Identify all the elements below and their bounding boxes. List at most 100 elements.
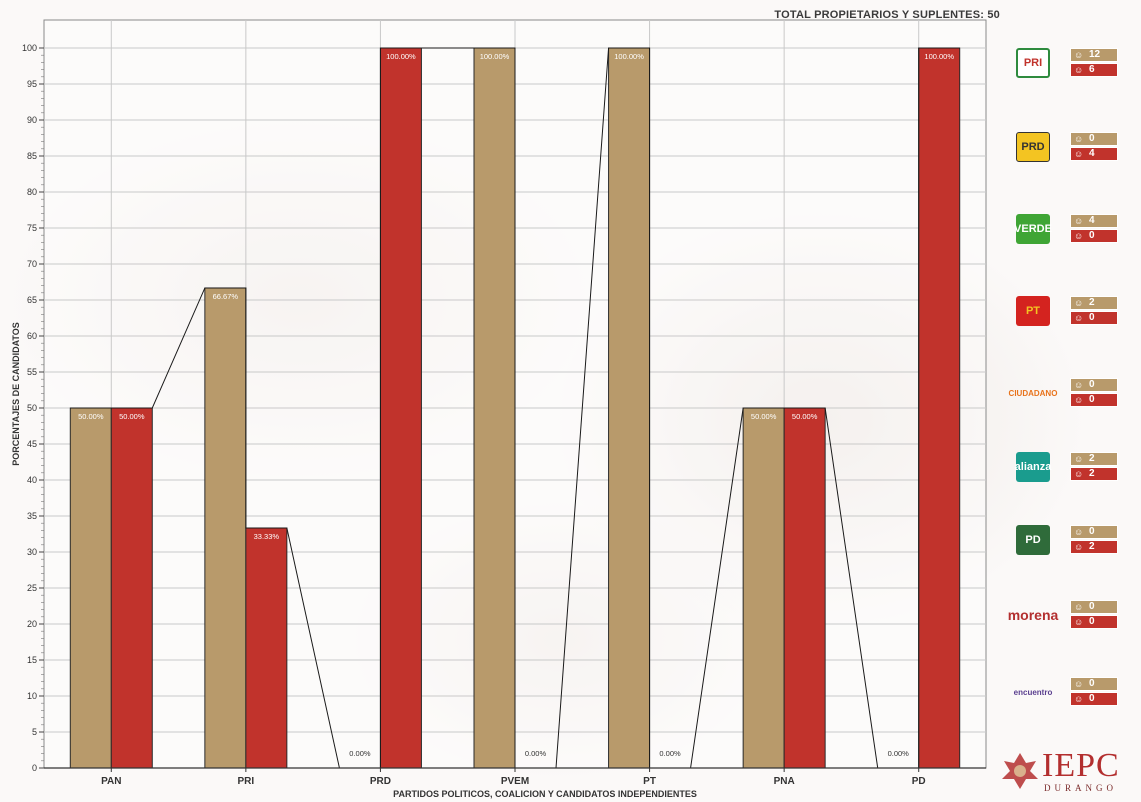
female-count-value: 0 (1089, 693, 1095, 704)
y-tick-label: 100 (22, 43, 37, 53)
y-axis-title: PORCENTAJES DE CANDIDATOS (11, 322, 21, 466)
y-tick-label: 60 (27, 331, 37, 341)
female-person-icon: ☺ (1074, 694, 1084, 704)
party-logo-text: PT (1016, 296, 1050, 326)
legend-row-pri: PRI ☺ 12 ☺ 6 (1000, 48, 1140, 78)
party-counts: ☺ 0 ☺ 0 (1070, 677, 1118, 707)
bar-pna-series-2 (783, 407, 826, 769)
party-logo-icon: PRI (1000, 48, 1066, 78)
y-tick-label: 15 (27, 655, 37, 665)
female-count-value: 0 (1089, 616, 1095, 627)
female-count: ☺ 0 (1070, 615, 1118, 629)
party-logo-icon: PRD (1000, 132, 1066, 162)
male-person-icon: ☺ (1074, 454, 1084, 464)
male-count-value: 0 (1089, 379, 1095, 390)
male-person-icon: ☺ (1074, 134, 1084, 144)
x-axis-title: PARTIDOS POLITICOS, COALICION Y CANDIDAT… (393, 789, 697, 799)
party-logo-text: VERDE (1014, 214, 1052, 244)
iepc-emblem-icon (1002, 753, 1038, 789)
x-tick-label-pd: PD (912, 776, 926, 787)
party-logo-icon: morena (1000, 600, 1066, 630)
female-person-icon: ☺ (1074, 65, 1084, 75)
female-count-value: 6 (1089, 64, 1095, 75)
party-counts: ☺ 0 ☺ 0 (1070, 600, 1118, 630)
party-counts: ☺ 2 ☺ 2 (1070, 452, 1118, 482)
female-person-icon: ☺ (1074, 469, 1084, 479)
male-count: ☺ 4 (1070, 214, 1118, 228)
bar-pri-series-1 (204, 287, 247, 769)
y-tick-label: 0 (32, 763, 37, 773)
x-tick-label-pt: PT (643, 776, 656, 787)
bar-value-label: 100.00% (614, 52, 644, 61)
y-tick-label: 45 (27, 439, 37, 449)
male-person-icon: ☺ (1074, 527, 1084, 537)
bar-value-label: 100.00% (386, 52, 416, 61)
male-count-value: 0 (1089, 526, 1095, 537)
bar-value-label: 0.00% (659, 749, 681, 758)
iepc-subtitle: DURANGO (1044, 783, 1117, 793)
female-person-icon: ☺ (1074, 542, 1084, 552)
party-logo-icon: PT (1000, 296, 1066, 326)
y-tick-label: 40 (27, 475, 37, 485)
male-person-icon: ☺ (1074, 602, 1084, 612)
bar-value-label: 50.00% (78, 412, 104, 421)
male-person-icon: ☺ (1074, 298, 1084, 308)
party-logo-text: PRI (1016, 48, 1050, 78)
y-tick-label: 80 (27, 187, 37, 197)
bar-prd-series-2 (379, 47, 422, 769)
bar-value-label: 50.00% (119, 412, 145, 421)
female-count-value: 4 (1089, 148, 1095, 159)
y-tick-label: 70 (27, 259, 37, 269)
female-count: ☺ 2 (1070, 540, 1118, 554)
y-tick-label: 55 (27, 367, 37, 377)
male-count: ☺ 2 (1070, 296, 1118, 310)
bar-pt-series-1 (608, 47, 651, 769)
y-tick-label: 85 (27, 151, 37, 161)
party-logo-icon: alianza (1000, 452, 1066, 482)
y-tick-label: 90 (27, 115, 37, 125)
legend-row-movimiento-ciudadano: CIUDADANO ☺ 0 ☺ 0 (1000, 378, 1140, 408)
party-logo-text: PRD (1016, 132, 1050, 162)
male-count: ☺ 0 (1070, 132, 1118, 146)
male-person-icon: ☺ (1074, 216, 1084, 226)
y-tick-label: 75 (27, 223, 37, 233)
bar-pd-series-2 (918, 47, 961, 769)
party-counts: ☺ 0 ☺ 4 (1070, 132, 1118, 162)
party-logo-text: morena (1007, 607, 1059, 623)
female-person-icon: ☺ (1074, 313, 1084, 323)
female-count: ☺ 6 (1070, 63, 1118, 77)
male-count: ☺ 12 (1070, 48, 1118, 62)
legend-row-morena: morena ☺ 0 ☺ 0 (1000, 600, 1140, 630)
legend-row-alianza: alianza ☺ 2 ☺ 2 (1000, 452, 1140, 482)
male-count: ☺ 2 (1070, 452, 1118, 466)
party-logo-text: CIUDADANO (1008, 388, 1058, 398)
male-count-value: 2 (1089, 453, 1095, 464)
x-tick-label-prd: PRD (370, 776, 391, 787)
bar-pvem-series-1 (473, 47, 516, 769)
male-person-icon: ☺ (1074, 50, 1084, 60)
party-counts: ☺ 12 ☺ 6 (1070, 48, 1118, 78)
x-tick-label-pri: PRI (238, 776, 255, 787)
legend-row-verde: VERDE ☺ 4 ☺ 0 (1000, 214, 1140, 244)
party-counts: ☺ 0 ☺ 0 (1070, 378, 1118, 408)
party-logo-text: encuentro (1013, 687, 1053, 697)
bar-value-label: 100.00% (480, 52, 510, 61)
party-counts: ☺ 4 ☺ 0 (1070, 214, 1118, 244)
male-count-value: 0 (1089, 601, 1095, 612)
female-count-value: 0 (1089, 312, 1095, 323)
female-count-value: 0 (1089, 394, 1095, 405)
y-tick-label: 50 (27, 403, 37, 413)
bar-pri-series-2 (245, 527, 288, 769)
bar-top-connector-line (70, 47, 960, 769)
x-tick-label-pvem: PVEM (501, 776, 529, 787)
male-count-value: 0 (1089, 133, 1095, 144)
bar-pan-series-1 (69, 407, 112, 769)
male-count: ☺ 0 (1070, 378, 1118, 392)
bar-pan-series-2 (110, 407, 153, 769)
iepc-name: IEPC (1042, 747, 1120, 784)
male-count: ☺ 0 (1070, 525, 1118, 539)
party-counts: ☺ 2 ☺ 0 (1070, 296, 1118, 326)
male-count-value: 0 (1089, 678, 1095, 689)
bar-value-label: 50.00% (792, 412, 818, 421)
total-candidates-label: TOTAL PROPIETARIOS Y SUPLENTES: 50 (774, 9, 1000, 21)
